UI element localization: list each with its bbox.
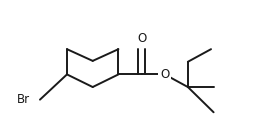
Text: O: O [160, 68, 169, 81]
Text: Br: Br [17, 93, 30, 106]
Text: O: O [137, 32, 146, 45]
